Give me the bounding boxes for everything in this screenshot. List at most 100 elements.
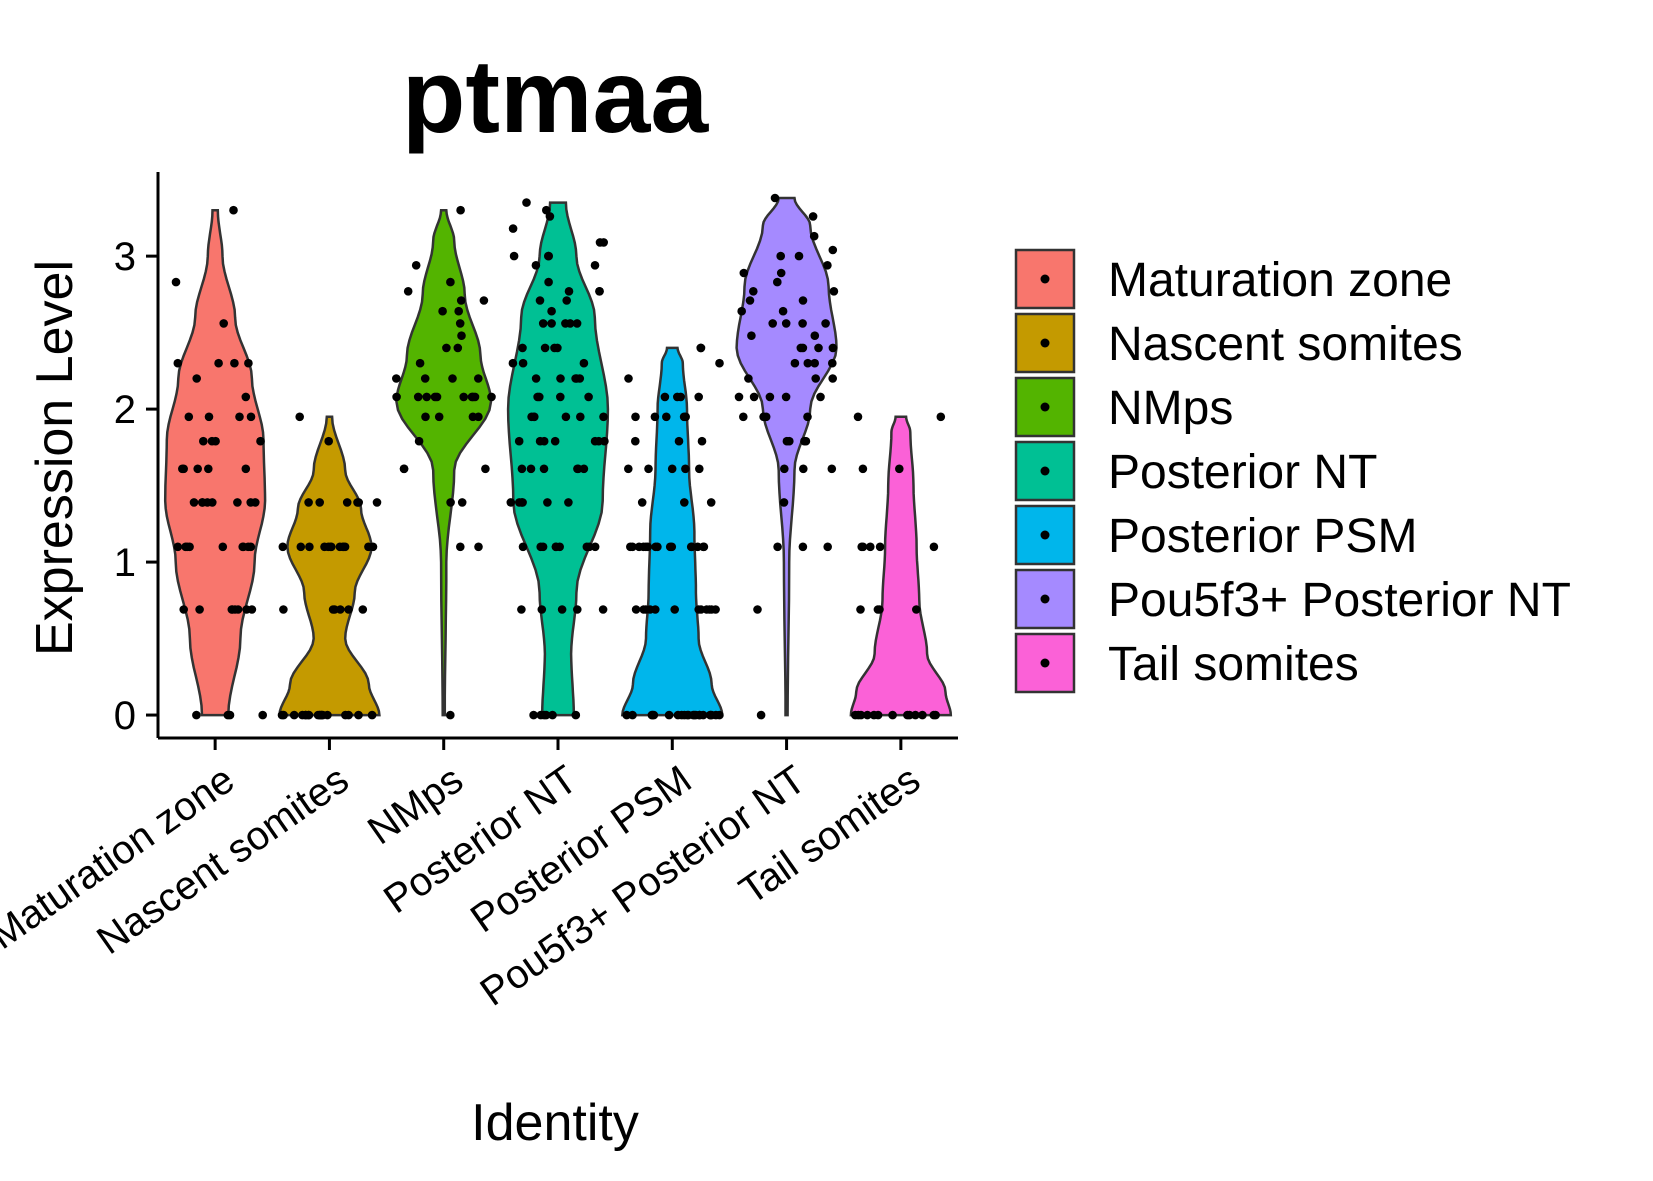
point-tail-somites-1 (918, 710, 927, 720)
violin-posterior-nt (506, 201, 610, 717)
point-nmps-9 (434, 412, 444, 422)
point-pou5f3-posterior-nt-18 (816, 392, 825, 402)
point-pou5f3-posterior-nt-30 (828, 343, 838, 353)
point-posterior-psm-57 (674, 436, 684, 446)
point-pou5f3-posterior-nt-43 (749, 287, 758, 296)
point-posterior-psm-50 (706, 498, 716, 507)
violin-maturation-zone (163, 208, 267, 717)
point-nascent-somites-42 (353, 498, 362, 507)
legend-label-nmps: NMps (1108, 382, 1233, 435)
point-nmps-38 (411, 261, 421, 270)
legend: Maturation zone Nascent somites NMps Poster… (1014, 248, 1571, 694)
point-posterior-nt-83 (522, 198, 531, 207)
point-posterior-nt-82 (542, 205, 551, 215)
point-pou5f3-posterior-nt-4 (773, 542, 782, 552)
point-pou5f3-posterior-nt-39 (778, 306, 788, 316)
point-posterior-nt-63 (561, 319, 570, 328)
point-posterior-nt-59 (550, 343, 559, 353)
point-nmps-24 (474, 374, 483, 383)
point-posterior-psm-26 (631, 605, 641, 614)
legend-key-dot-nmps (1040, 402, 1050, 412)
legend-key-dot-posterior-psm (1040, 530, 1050, 540)
point-pou5f3-posterior-nt-49 (776, 251, 785, 261)
point-posterior-nt-47 (533, 392, 542, 402)
point-posterior-nt-68 (535, 296, 545, 305)
point-posterior-nt-25 (517, 498, 526, 507)
point-nascent-somites-37 (339, 542, 349, 552)
point-pou5f3-posterior-nt-37 (781, 319, 791, 328)
point-posterior-nt-65 (547, 319, 556, 328)
violin-pou5f3-posterior-nt (735, 196, 838, 717)
legend-label-posterior-psm: Posterior PSM (1108, 510, 1417, 563)
point-pou5f3-posterior-nt-45 (773, 277, 782, 287)
point-nmps-26 (392, 374, 401, 383)
point-tail-somites-6 (931, 710, 940, 720)
point-nmps-16 (432, 392, 442, 402)
point-pou5f3-posterior-nt-47 (739, 268, 749, 278)
point-maturation-zone-6 (179, 605, 188, 614)
point-posterior-nt-8 (557, 605, 567, 614)
point-nascent-somites-18 (323, 710, 332, 720)
point-posterior-psm-72 (696, 343, 706, 353)
point-pou5f3-posterior-nt-29 (814, 343, 823, 353)
point-maturation-zone-29 (204, 464, 213, 474)
point-posterior-nt-16 (551, 542, 561, 552)
point-nascent-somites-14 (304, 710, 313, 720)
point-posterior-psm-39 (693, 542, 702, 552)
point-nmps-33 (454, 306, 464, 316)
point-tail-somites-24 (936, 412, 946, 422)
point-posterior-psm-53 (644, 464, 653, 474)
point-nmps-8 (414, 436, 424, 446)
point-posterior-nt-31 (526, 464, 536, 474)
point-posterior-nt-73 (590, 261, 600, 270)
point-pou5f3-posterior-nt-34 (810, 331, 820, 341)
point-nascent-somites-31 (296, 542, 306, 552)
point-posterior-nt-71 (564, 287, 574, 296)
point-posterior-nt-75 (509, 251, 519, 261)
point-posterior-psm-33 (694, 605, 703, 614)
point-nmps-7 (399, 464, 409, 474)
point-posterior-psm-17 (622, 710, 631, 720)
point-pou5f3-posterior-nt-38 (821, 319, 830, 328)
point-nascent-somites-44 (324, 436, 334, 446)
point-nmps-27 (415, 358, 425, 368)
point-nmps-18 (422, 392, 432, 402)
chart-title: ptmaa (402, 39, 709, 155)
point-maturation-zone-11 (195, 605, 204, 614)
point-posterior-nt-17 (518, 542, 528, 552)
point-nmps-23 (448, 374, 457, 383)
violin-posterior-psm (620, 346, 724, 717)
point-nascent-somites-22 (344, 605, 353, 614)
point-nmps-19 (459, 392, 469, 402)
y-tick-label-3: 3 (114, 235, 136, 279)
point-tail-somites-8 (873, 710, 883, 720)
point-posterior-nt-81 (545, 212, 555, 221)
violin-nmps (395, 208, 493, 717)
point-nascent-somites-41 (304, 498, 313, 507)
point-maturation-zone-40 (204, 412, 214, 422)
point-posterior-nt-19 (538, 542, 548, 552)
point-pou5f3-posterior-nt-26 (828, 358, 837, 368)
point-nascent-somites-28 (305, 542, 314, 552)
point-maturation-zone-16 (182, 542, 192, 552)
point-posterior-nt-74 (531, 261, 541, 270)
point-pou5f3-posterior-nt-6 (827, 464, 837, 474)
point-posterior-nt-35 (514, 436, 524, 446)
point-tail-somites-5 (888, 710, 897, 720)
point-posterior-nt-9 (598, 605, 608, 614)
point-posterior-nt-80 (508, 224, 518, 233)
point-tail-somites-25 (853, 412, 863, 422)
point-maturation-zone-44 (214, 358, 223, 368)
point-posterior-psm-58 (631, 436, 640, 446)
point-posterior-nt-79 (599, 238, 608, 247)
point-pou5f3-posterior-nt-42 (745, 296, 755, 305)
point-nascent-somites-32 (327, 542, 336, 552)
point-posterior-nt-41 (561, 412, 571, 422)
y-tick-label-0: 0 (114, 694, 136, 738)
point-posterior-psm-4 (715, 710, 724, 720)
point-posterior-nt-5 (529, 710, 538, 720)
point-posterior-psm-68 (660, 392, 670, 402)
point-pou5f3-posterior-nt-21 (734, 392, 744, 402)
point-posterior-psm-54 (695, 464, 704, 474)
point-nascent-somites-12 (277, 710, 287, 720)
